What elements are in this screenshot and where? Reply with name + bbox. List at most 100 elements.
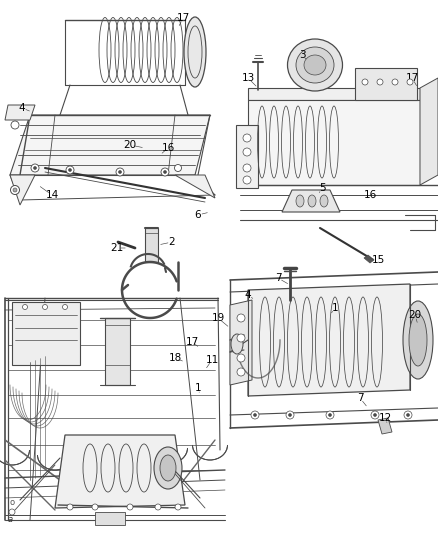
Ellipse shape — [403, 301, 433, 379]
Circle shape — [42, 304, 47, 310]
Circle shape — [237, 368, 245, 376]
Polygon shape — [10, 175, 35, 205]
Circle shape — [11, 121, 19, 129]
Circle shape — [243, 176, 251, 184]
Circle shape — [392, 79, 398, 85]
Polygon shape — [55, 435, 185, 508]
Ellipse shape — [160, 455, 176, 481]
Circle shape — [67, 504, 73, 510]
Circle shape — [407, 79, 413, 85]
Ellipse shape — [184, 17, 206, 87]
Circle shape — [328, 414, 332, 416]
Polygon shape — [230, 300, 252, 385]
Ellipse shape — [304, 55, 326, 75]
Text: 17: 17 — [406, 73, 419, 83]
Polygon shape — [236, 125, 258, 188]
Circle shape — [66, 166, 74, 174]
Circle shape — [404, 411, 412, 419]
Circle shape — [9, 509, 15, 515]
Circle shape — [251, 411, 259, 419]
Circle shape — [377, 79, 383, 85]
Ellipse shape — [154, 447, 182, 489]
Text: 16: 16 — [161, 143, 175, 153]
Circle shape — [92, 504, 98, 510]
Text: 12: 12 — [378, 413, 392, 423]
Polygon shape — [248, 284, 410, 396]
Ellipse shape — [409, 314, 427, 366]
Ellipse shape — [296, 195, 304, 207]
Circle shape — [116, 168, 124, 176]
Text: 2: 2 — [169, 237, 175, 247]
Ellipse shape — [320, 195, 328, 207]
Circle shape — [371, 411, 379, 419]
Circle shape — [374, 414, 377, 416]
Text: 3: 3 — [299, 50, 305, 60]
Circle shape — [237, 354, 245, 362]
Polygon shape — [145, 228, 158, 262]
Polygon shape — [5, 105, 35, 120]
Text: 6: 6 — [194, 210, 201, 220]
Polygon shape — [282, 190, 340, 212]
Polygon shape — [248, 88, 420, 100]
Text: 4: 4 — [245, 290, 251, 300]
Circle shape — [33, 166, 36, 169]
Circle shape — [175, 504, 181, 510]
Ellipse shape — [231, 334, 243, 354]
Circle shape — [31, 164, 39, 172]
Text: 15: 15 — [371, 255, 385, 265]
Text: 17: 17 — [177, 13, 190, 23]
Circle shape — [289, 414, 292, 416]
Ellipse shape — [287, 39, 343, 91]
Text: 7: 7 — [275, 273, 281, 283]
Circle shape — [155, 504, 161, 510]
Polygon shape — [105, 318, 130, 385]
Circle shape — [161, 168, 169, 176]
Polygon shape — [95, 512, 125, 525]
Text: 5: 5 — [319, 183, 325, 193]
Circle shape — [119, 171, 121, 174]
Polygon shape — [12, 302, 80, 365]
Circle shape — [326, 411, 334, 419]
Text: o: o — [10, 498, 15, 507]
Circle shape — [406, 414, 410, 416]
Ellipse shape — [296, 47, 334, 83]
Polygon shape — [364, 255, 374, 263]
Text: 20: 20 — [409, 310, 421, 320]
Circle shape — [11, 185, 20, 195]
Circle shape — [243, 148, 251, 156]
Text: 19: 19 — [212, 313, 225, 323]
Circle shape — [243, 164, 251, 172]
Circle shape — [163, 171, 166, 174]
Polygon shape — [420, 78, 438, 185]
Text: 17: 17 — [185, 337, 198, 347]
Text: 11: 11 — [205, 355, 219, 365]
Circle shape — [13, 188, 17, 192]
Text: 1: 1 — [332, 303, 338, 313]
Circle shape — [237, 314, 245, 322]
Circle shape — [254, 414, 257, 416]
Polygon shape — [378, 418, 392, 434]
Circle shape — [243, 134, 251, 142]
Circle shape — [68, 168, 71, 172]
Text: 18: 18 — [168, 353, 182, 363]
Circle shape — [286, 411, 294, 419]
Text: 4: 4 — [19, 103, 25, 113]
FancyBboxPatch shape — [355, 68, 417, 100]
Text: 13: 13 — [241, 73, 254, 83]
Text: 7: 7 — [357, 393, 363, 403]
Circle shape — [22, 304, 28, 310]
Polygon shape — [248, 100, 420, 185]
Text: 20: 20 — [124, 140, 137, 150]
Text: 16: 16 — [364, 190, 377, 200]
Text: 21: 21 — [110, 243, 124, 253]
Text: 14: 14 — [46, 190, 59, 200]
Polygon shape — [175, 175, 215, 198]
Text: a: a — [8, 515, 13, 524]
Circle shape — [362, 79, 368, 85]
Circle shape — [174, 165, 181, 172]
Circle shape — [127, 504, 133, 510]
Text: 1: 1 — [194, 383, 201, 393]
Polygon shape — [10, 115, 210, 175]
Ellipse shape — [308, 195, 316, 207]
Circle shape — [63, 304, 67, 310]
